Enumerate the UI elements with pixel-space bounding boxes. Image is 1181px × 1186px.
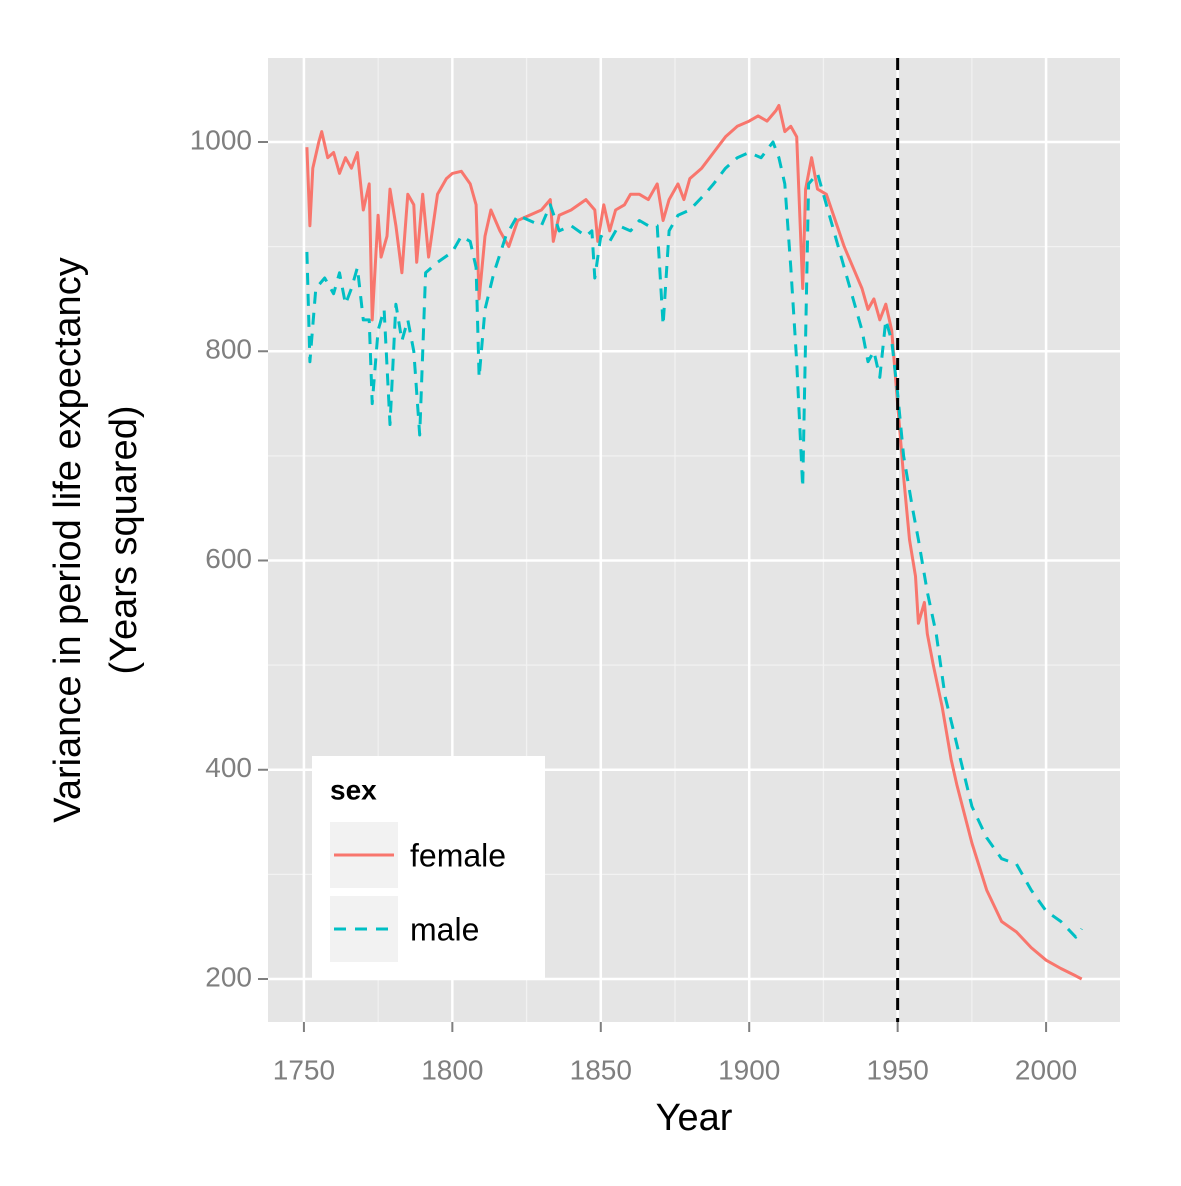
y-tick-label: 600: [205, 543, 252, 574]
x-tick-label: 1900: [718, 1054, 780, 1085]
x-tick-label: 1850: [570, 1054, 632, 1085]
legend: sex female male: [312, 756, 545, 978]
y-tick-label: 800: [205, 334, 252, 365]
legend-title: sex: [330, 774, 377, 805]
x-tick-label: 2000: [1015, 1054, 1077, 1085]
series-line: [305, 140, 1083, 939]
y-tick-label: 200: [205, 961, 252, 992]
x-tick-label: 1750: [273, 1054, 335, 1085]
lines: [305, 58, 1083, 1022]
series-line: [305, 103, 1083, 981]
legend-label: male: [410, 911, 479, 947]
y-tick-label: 1000: [190, 124, 252, 155]
y-tick-label: 400: [205, 752, 252, 783]
x-tick-label: 1800: [421, 1054, 483, 1085]
legend-label: female: [410, 837, 506, 873]
x-axis-title: Year: [656, 1097, 733, 1139]
x-tick-label: 1950: [867, 1054, 929, 1085]
y-axis-title: Variance in period life expectancy: [47, 257, 89, 822]
y-axis-title: (Years squared): [103, 406, 145, 675]
